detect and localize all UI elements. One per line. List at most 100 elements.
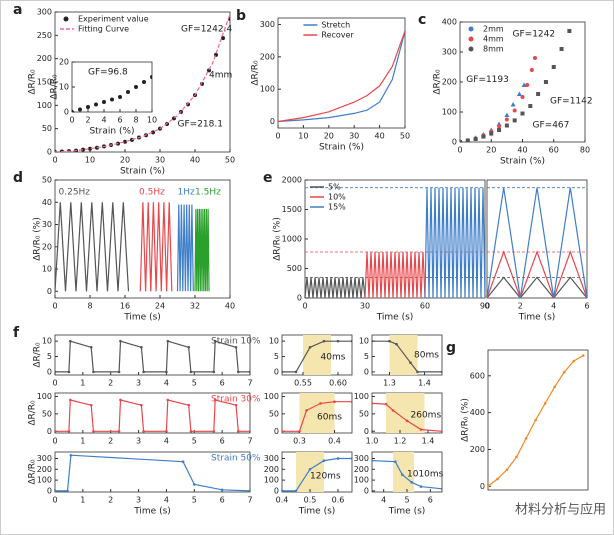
x-tick-label: 8: [133, 116, 138, 125]
x-tick-label: 10: [147, 116, 157, 125]
panel-label: e: [263, 170, 273, 186]
y-tick-label: 50: [42, 124, 52, 133]
point: [282, 370, 284, 374]
point: [140, 346, 143, 349]
x-tick-label: 0: [52, 302, 57, 311]
x-tick-label: 1.2: [394, 437, 407, 446]
x-tick-label: 0: [52, 379, 57, 388]
x-tick-label: 50: [225, 156, 235, 165]
point: [69, 339, 72, 343]
series-group: [372, 459, 442, 491]
x-tick-label: 20: [120, 156, 130, 165]
point: [86, 105, 90, 109]
point: [481, 134, 486, 139]
annotation: Strain 50%: [211, 454, 261, 464]
annotation: Strain 30%: [211, 395, 261, 405]
point: [69, 453, 73, 457]
y-tick-label: 300: [264, 454, 279, 463]
point: [543, 402, 547, 405]
point: [166, 339, 170, 343]
point: [529, 68, 534, 72]
y-tick-label: 5: [47, 352, 52, 361]
y-tick-label: 100: [260, 85, 275, 94]
point: [497, 128, 502, 132]
y-tick-label: 300: [37, 8, 52, 17]
x-axis-label: Time (s): [376, 313, 414, 323]
point: [391, 409, 395, 412]
panel-label: d: [13, 170, 23, 186]
point: [213, 398, 217, 402]
x-tick-label: 2: [85, 116, 90, 125]
point: [102, 100, 106, 104]
series-group: [55, 202, 210, 292]
x-tick-label: 4: [101, 116, 106, 125]
series-line: [55, 14, 230, 152]
y-tick-label: 0: [47, 427, 52, 436]
y-tick-label: 250: [37, 31, 52, 40]
y-tick-label: 0: [364, 486, 369, 495]
point: [525, 83, 530, 87]
x-axis-label: Strain (%): [120, 167, 165, 177]
series-group: [488, 354, 585, 488]
y-tick-label: 200: [470, 445, 485, 454]
y-axis-label: ΔR/R₀: [251, 60, 261, 86]
y-tick-label: 100: [264, 392, 279, 401]
point: [559, 47, 564, 51]
y-tick-label: 1500: [282, 205, 302, 214]
y-tick-label: 150: [37, 78, 52, 87]
y-tick-label: 0: [47, 367, 52, 376]
legend-label: Experiment value: [78, 15, 149, 24]
series-group: [487, 187, 587, 298]
annotation: 1Hz: [178, 187, 195, 197]
series-line: [487, 276, 587, 298]
x-tick-label: 4: [164, 437, 169, 446]
annotation: 1010ms: [407, 470, 444, 480]
annotation: 260ms: [411, 411, 442, 421]
point: [504, 123, 509, 128]
series-line: [282, 457, 352, 492]
x-tick-label: 2: [108, 496, 113, 505]
point: [78, 107, 82, 112]
annotation: 1.5Hz: [195, 187, 221, 197]
series-line: [194, 208, 210, 292]
y-tick-label: 0: [274, 486, 279, 495]
y-tick-label: 50: [42, 176, 52, 185]
y-tick-label: 0: [364, 367, 369, 376]
point: [110, 97, 114, 102]
y-tick-label: 0: [47, 148, 52, 157]
panel-label: f: [13, 325, 20, 341]
point: [92, 429, 95, 433]
point: [55, 370, 57, 374]
x-axis-label: Time (s): [298, 507, 336, 517]
panel: 0 2 4 6 8 10 0 10 20 Strain (%) ΔR/R₀ GF=96.8: [50, 58, 158, 137]
x-tick-label: 7: [247, 379, 252, 388]
x-tick-label: 20: [324, 132, 334, 141]
x-tick-label: 4: [164, 379, 169, 388]
point: [81, 147, 85, 152]
point: [350, 457, 352, 460]
point: [237, 429, 240, 433]
x-tick-label: 40: [190, 156, 200, 165]
point: [305, 409, 308, 412]
point: [88, 146, 92, 151]
x-axis-label: Time (s): [388, 507, 426, 517]
point: [419, 485, 423, 488]
y-axis-label: ΔR/R₀: [433, 69, 443, 95]
point: [237, 370, 240, 374]
annotation: GF=1142: [550, 97, 593, 107]
x-tick-label: 6: [428, 496, 433, 505]
y-tick-label: 10: [359, 337, 369, 346]
x-tick-label: 2: [108, 437, 113, 446]
x-tick-label: 0.5: [304, 496, 317, 505]
point: [117, 429, 121, 433]
panel-label: g: [446, 340, 456, 356]
point: [89, 346, 93, 349]
point: [213, 339, 217, 343]
x-tick-label: 0: [52, 437, 57, 446]
y-tick-label: 600: [470, 371, 485, 380]
point: [465, 138, 470, 142]
point: [66, 489, 69, 492]
series-line: [282, 401, 352, 432]
point: [248, 429, 250, 433]
legend-label: 4mm: [483, 35, 504, 44]
